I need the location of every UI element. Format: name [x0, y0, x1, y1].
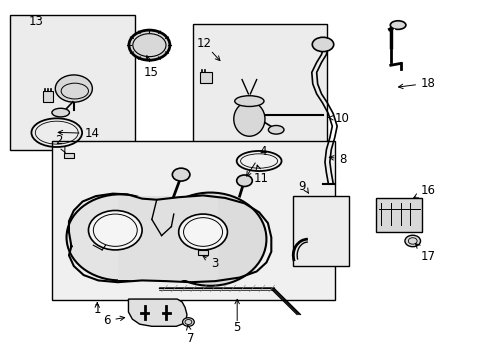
Text: 7: 7	[186, 325, 194, 345]
Bar	[375, 198, 422, 232]
Text: 4: 4	[246, 145, 266, 176]
Text: 3: 3	[203, 256, 218, 270]
Text: 8: 8	[328, 153, 346, 166]
Bar	[198, 250, 207, 255]
Ellipse shape	[129, 30, 169, 60]
Ellipse shape	[312, 37, 333, 51]
Text: 2: 2	[55, 134, 65, 153]
Text: 14: 14	[58, 127, 100, 140]
Text: 10: 10	[328, 112, 349, 125]
Bar	[42, 91, 53, 102]
Text: 11: 11	[253, 165, 268, 185]
Circle shape	[88, 211, 142, 250]
Circle shape	[236, 175, 252, 186]
Ellipse shape	[233, 102, 264, 136]
Text: 12: 12	[197, 37, 212, 50]
Bar	[64, 153, 74, 158]
Text: 15: 15	[143, 56, 158, 79]
Circle shape	[404, 235, 420, 247]
Bar	[199, 72, 211, 83]
Text: 1: 1	[93, 303, 101, 316]
Text: 13: 13	[28, 15, 43, 28]
Ellipse shape	[55, 75, 92, 102]
Text: 17: 17	[415, 244, 435, 263]
Circle shape	[182, 318, 194, 326]
Text: 16: 16	[413, 184, 435, 198]
Text: 18: 18	[398, 77, 435, 90]
Ellipse shape	[66, 194, 173, 280]
Text: 5: 5	[233, 321, 241, 334]
Ellipse shape	[389, 21, 405, 30]
Text: 9: 9	[298, 180, 305, 193]
Ellipse shape	[234, 96, 264, 107]
Polygon shape	[128, 299, 186, 326]
Ellipse shape	[52, 108, 69, 117]
Circle shape	[178, 214, 227, 250]
Bar	[10, 15, 135, 149]
Bar	[118, 196, 217, 280]
Ellipse shape	[268, 126, 284, 134]
Circle shape	[172, 168, 189, 181]
Bar	[193, 24, 327, 173]
Ellipse shape	[154, 193, 266, 286]
Bar	[293, 196, 348, 266]
Text: 6: 6	[102, 314, 124, 327]
Bar	[52, 140, 334, 300]
